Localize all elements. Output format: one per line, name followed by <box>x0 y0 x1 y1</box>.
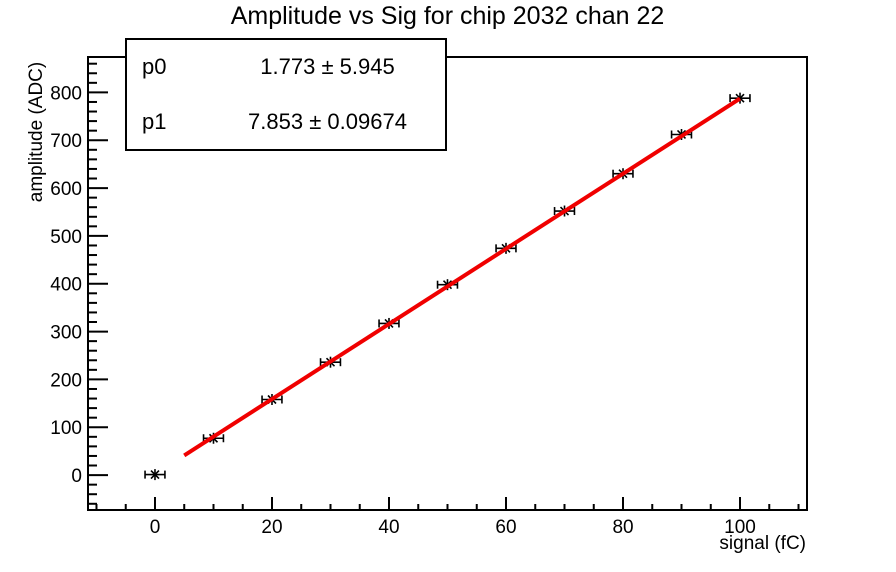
fit-line <box>183 96 742 458</box>
x-axis-title: signal (fC) <box>719 533 806 554</box>
y-tick-label: 500 <box>50 227 82 248</box>
y-tick-label: 100 <box>50 418 82 439</box>
stats-row-p0: p0 1.773 ± 5.945 <box>127 54 445 80</box>
x-tick-label: 80 <box>612 517 633 538</box>
fit-param-name: p0 <box>142 54 167 80</box>
y-tick-label: 600 <box>50 179 82 200</box>
x-tick-label: 20 <box>261 517 282 538</box>
y-tick-label: 800 <box>50 83 82 104</box>
fit-stats-box: p0 1.773 ± 5.945 p1 7.853 ± 0.09674 <box>125 38 447 151</box>
y-tick-label: 200 <box>50 370 82 391</box>
x-tick-label: 100 <box>724 517 756 538</box>
stats-row-p1: p1 7.853 ± 0.09674 <box>127 109 445 135</box>
x-tick-label: 60 <box>495 517 516 538</box>
x-tick-label: 40 <box>378 517 399 538</box>
fit-param-value: 1.773 ± 5.945 <box>260 54 395 80</box>
y-tick-label: 700 <box>50 131 82 152</box>
fit-param-name: p1 <box>142 108 167 134</box>
y-tick-label: 300 <box>50 323 82 344</box>
plot-title: Amplitude vs Sig for chip 2032 chan 22 <box>230 2 665 30</box>
fit-param-value: 7.853 ± 0.09674 <box>248 108 407 134</box>
data-point-marker <box>150 470 160 480</box>
y-tick-label: 400 <box>50 275 82 296</box>
x-tick-label: 0 <box>150 517 161 538</box>
y-tick-label: 0 <box>71 466 82 487</box>
y-axis-title: amplitude (ADC) <box>26 61 47 203</box>
